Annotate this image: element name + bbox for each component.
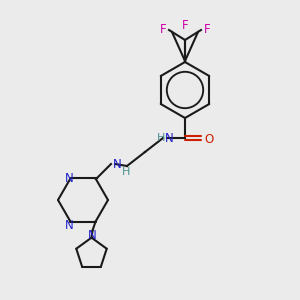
Text: F: F [160, 23, 166, 36]
Text: N: N [88, 229, 97, 242]
Text: H: H [157, 133, 165, 143]
Text: O: O [204, 133, 214, 146]
Text: N: N [112, 158, 122, 171]
Text: H: H [122, 167, 130, 177]
Text: N: N [65, 172, 74, 185]
Text: N: N [165, 132, 173, 145]
Text: F: F [204, 23, 210, 36]
Text: F: F [182, 19, 188, 32]
Text: N: N [65, 219, 74, 232]
